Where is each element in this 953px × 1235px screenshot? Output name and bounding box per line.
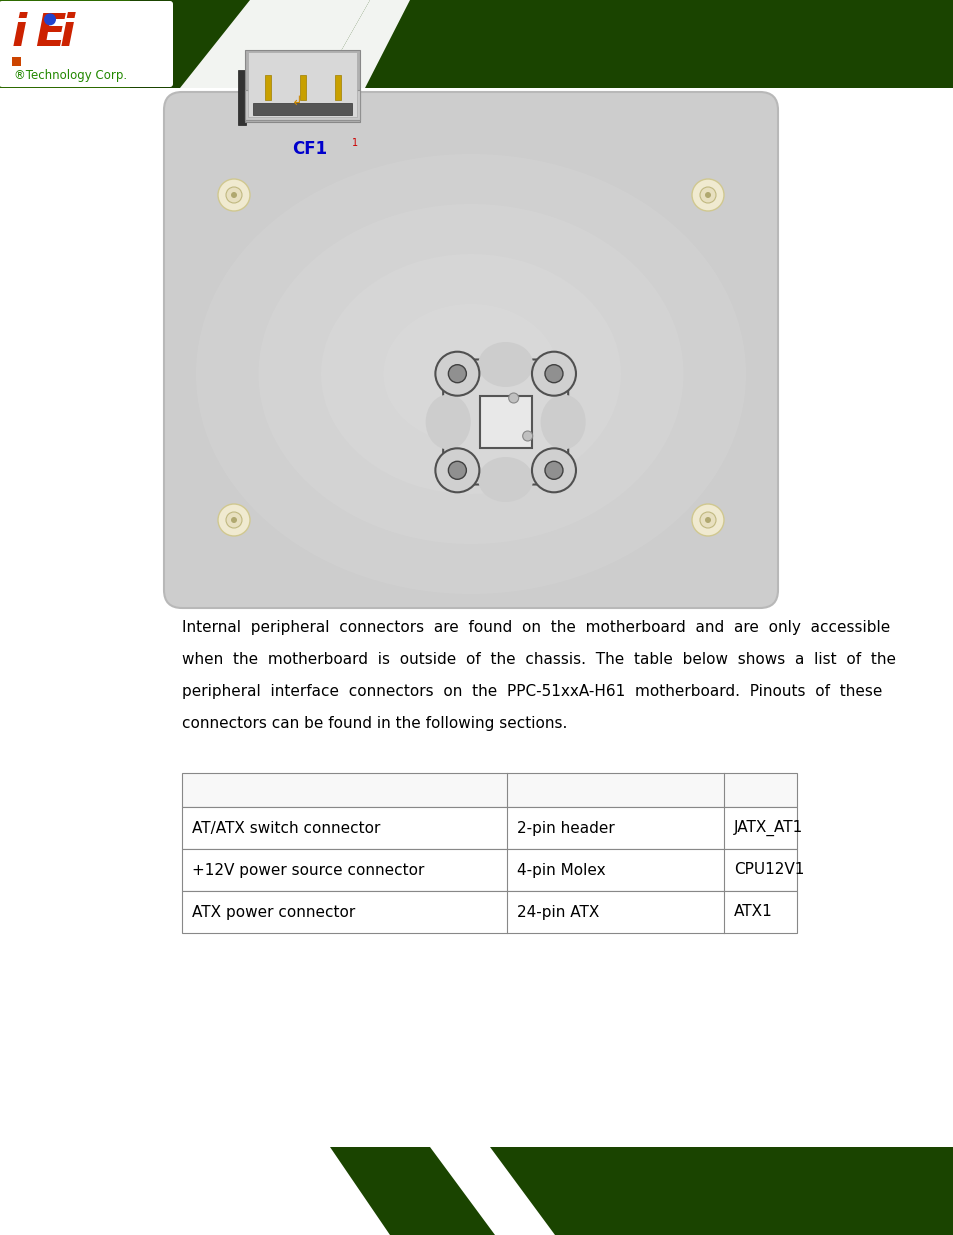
- Bar: [245, 90, 359, 120]
- Circle shape: [700, 513, 716, 529]
- Bar: [253, 103, 352, 115]
- Polygon shape: [319, 0, 410, 88]
- Bar: [237, 70, 246, 125]
- Text: E: E: [35, 12, 66, 54]
- Bar: [0, 0, 953, 88]
- Bar: [130, 0, 953, 88]
- Circle shape: [231, 191, 236, 198]
- Bar: [248, 52, 356, 117]
- Circle shape: [508, 393, 518, 403]
- Text: peripheral  interface  connectors  on  the  PPC-51xxA-H61  motherboard.  Pinouts: peripheral interface connectors on the P…: [182, 684, 882, 699]
- Text: i: i: [60, 12, 75, 54]
- Circle shape: [226, 513, 242, 529]
- Circle shape: [544, 462, 562, 479]
- Text: JATX_AT1: JATX_AT1: [733, 820, 802, 836]
- Circle shape: [435, 352, 478, 395]
- Circle shape: [522, 431, 532, 441]
- Text: ATX power connector: ATX power connector: [192, 904, 355, 920]
- Circle shape: [218, 504, 250, 536]
- Text: AT/ATX switch connector: AT/ATX switch connector: [192, 820, 380, 836]
- Text: Internal  peripheral  connectors  are  found  on  the  motherboard  and  are  on: Internal peripheral connectors are found…: [182, 620, 889, 635]
- Text: 2-pin header: 2-pin header: [517, 820, 614, 836]
- Text: ®Technology Corp.: ®Technology Corp.: [14, 69, 127, 82]
- Text: 1: 1: [352, 138, 357, 148]
- Text: ↲: ↲: [292, 95, 302, 107]
- Ellipse shape: [258, 204, 682, 543]
- Bar: [335, 75, 340, 100]
- Circle shape: [704, 191, 710, 198]
- Text: CF1: CF1: [292, 140, 327, 158]
- Ellipse shape: [540, 394, 585, 450]
- Bar: [299, 75, 306, 100]
- Bar: [182, 773, 796, 806]
- FancyBboxPatch shape: [443, 359, 568, 484]
- Circle shape: [231, 517, 236, 522]
- Circle shape: [704, 517, 710, 522]
- Bar: [265, 75, 271, 100]
- Circle shape: [700, 186, 716, 203]
- Bar: [182, 806, 796, 848]
- Ellipse shape: [477, 342, 533, 387]
- Text: +12V power source connector: +12V power source connector: [192, 862, 424, 878]
- Bar: [245, 49, 359, 122]
- Text: 24-pin ATX: 24-pin ATX: [517, 904, 598, 920]
- Ellipse shape: [383, 304, 558, 445]
- Circle shape: [532, 352, 576, 395]
- Bar: [182, 890, 796, 932]
- Bar: [182, 848, 796, 890]
- Text: ATX1: ATX1: [733, 904, 772, 920]
- Ellipse shape: [425, 394, 470, 450]
- Circle shape: [448, 462, 466, 479]
- Circle shape: [435, 448, 478, 493]
- Text: connectors can be found in the following sections.: connectors can be found in the following…: [182, 716, 567, 731]
- Bar: [12, 57, 21, 65]
- Polygon shape: [0, 1147, 390, 1235]
- Circle shape: [544, 364, 562, 383]
- Ellipse shape: [195, 154, 745, 594]
- Text: i: i: [12, 12, 28, 54]
- FancyBboxPatch shape: [0, 1, 172, 86]
- FancyBboxPatch shape: [479, 396, 531, 448]
- Circle shape: [226, 186, 242, 203]
- Circle shape: [691, 504, 723, 536]
- Circle shape: [532, 448, 576, 493]
- Circle shape: [218, 179, 250, 211]
- Text: when  the  motherboard  is  outside  of  the  chassis.  The  table  below  shows: when the motherboard is outside of the c…: [182, 652, 895, 667]
- Polygon shape: [430, 1147, 555, 1235]
- Circle shape: [448, 364, 466, 383]
- Text: 4-pin Molex: 4-pin Molex: [517, 862, 605, 878]
- Circle shape: [691, 179, 723, 211]
- Circle shape: [44, 14, 56, 26]
- Ellipse shape: [477, 457, 533, 501]
- Bar: [0, 1147, 953, 1235]
- FancyBboxPatch shape: [164, 91, 778, 608]
- Polygon shape: [180, 0, 370, 88]
- Text: CPU12V1: CPU12V1: [733, 862, 803, 878]
- Ellipse shape: [320, 254, 620, 494]
